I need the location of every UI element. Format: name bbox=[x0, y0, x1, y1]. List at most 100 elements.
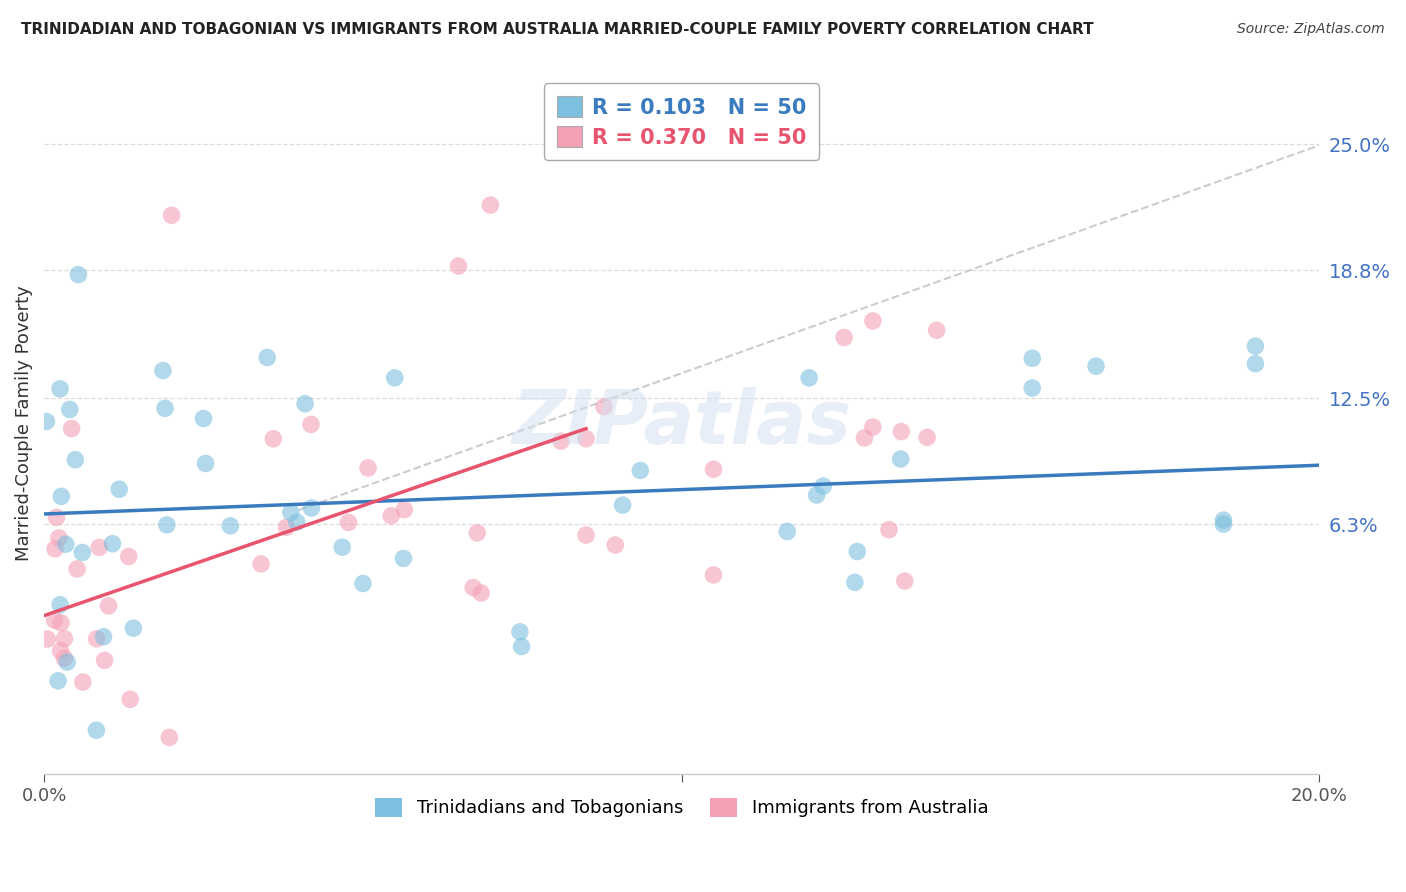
Point bbox=[93, 630, 115, 644]
Point bbox=[93, 653, 115, 667]
Point bbox=[844, 575, 866, 590]
Point bbox=[915, 430, 938, 444]
Point bbox=[702, 568, 724, 582]
Text: TRINIDADIAN AND TOBAGONIAN VS IMMIGRANTS FROM AUSTRALIA MARRIED-COUPLE FAMILY PO: TRINIDADIAN AND TOBAGONIAN VS IMMIGRANTS… bbox=[21, 22, 1094, 37]
Point bbox=[59, 786, 82, 800]
Point bbox=[56, 655, 79, 669]
Point bbox=[157, 731, 180, 745]
Point bbox=[219, 519, 242, 533]
Point bbox=[60, 421, 83, 435]
Point bbox=[1212, 513, 1234, 527]
Point bbox=[89, 541, 111, 555]
Point bbox=[65, 452, 87, 467]
Point bbox=[72, 545, 94, 559]
Point bbox=[250, 557, 273, 571]
Point bbox=[890, 452, 912, 467]
Point bbox=[593, 400, 616, 414]
Point bbox=[280, 505, 302, 519]
Point bbox=[1244, 357, 1267, 371]
Point bbox=[797, 371, 820, 385]
Point bbox=[262, 432, 284, 446]
Point bbox=[120, 692, 142, 706]
Point bbox=[352, 576, 374, 591]
Point bbox=[392, 551, 415, 566]
Point bbox=[447, 259, 470, 273]
Point bbox=[37, 632, 59, 646]
Point bbox=[44, 613, 66, 627]
Text: ZIPatlas: ZIPatlas bbox=[512, 387, 852, 460]
Point bbox=[380, 508, 402, 523]
Point bbox=[337, 516, 360, 530]
Point bbox=[925, 323, 948, 337]
Legend: Trinidadians and Tobagonians, Immigrants from Australia: Trinidadians and Tobagonians, Immigrants… bbox=[368, 791, 995, 825]
Point bbox=[470, 586, 492, 600]
Point bbox=[301, 500, 323, 515]
Point bbox=[550, 434, 572, 449]
Point bbox=[59, 402, 82, 417]
Point bbox=[628, 463, 651, 477]
Point bbox=[45, 510, 67, 524]
Point bbox=[862, 314, 884, 328]
Point bbox=[97, 599, 120, 613]
Point bbox=[877, 523, 900, 537]
Point bbox=[53, 632, 76, 646]
Point bbox=[193, 411, 215, 425]
Point bbox=[894, 574, 917, 588]
Point bbox=[153, 401, 176, 416]
Point bbox=[509, 624, 531, 639]
Point bbox=[1212, 517, 1234, 532]
Point bbox=[276, 520, 298, 534]
Point bbox=[465, 525, 488, 540]
Point bbox=[384, 371, 406, 385]
Point bbox=[702, 462, 724, 476]
Point bbox=[890, 425, 912, 439]
Point bbox=[394, 502, 416, 516]
Point bbox=[357, 461, 380, 475]
Point bbox=[846, 544, 869, 558]
Point bbox=[44, 541, 66, 556]
Point bbox=[510, 640, 533, 654]
Point bbox=[46, 673, 69, 688]
Point bbox=[49, 382, 72, 396]
Point bbox=[108, 482, 131, 496]
Point bbox=[1085, 359, 1108, 374]
Point bbox=[862, 420, 884, 434]
Text: Source: ZipAtlas.com: Source: ZipAtlas.com bbox=[1237, 22, 1385, 37]
Point bbox=[152, 363, 174, 377]
Point bbox=[101, 537, 124, 551]
Point bbox=[49, 615, 72, 630]
Point bbox=[1021, 351, 1043, 366]
Point bbox=[67, 268, 90, 282]
Point bbox=[72, 675, 94, 690]
Point bbox=[122, 621, 145, 635]
Point bbox=[479, 198, 502, 212]
Point bbox=[612, 498, 634, 512]
Point bbox=[1244, 339, 1267, 353]
Point bbox=[118, 549, 141, 564]
Point bbox=[49, 644, 72, 658]
Point bbox=[813, 479, 835, 493]
Point bbox=[66, 562, 89, 576]
Point bbox=[776, 524, 799, 539]
Point bbox=[35, 415, 58, 429]
Point bbox=[575, 432, 598, 446]
Point bbox=[463, 581, 485, 595]
Point bbox=[853, 431, 876, 445]
Point bbox=[51, 489, 73, 503]
Point bbox=[41, 825, 63, 839]
Point bbox=[330, 540, 353, 554]
Point bbox=[605, 538, 627, 552]
Point bbox=[575, 528, 598, 542]
Point bbox=[53, 651, 76, 665]
Point bbox=[48, 531, 70, 545]
Y-axis label: Married-Couple Family Poverty: Married-Couple Family Poverty bbox=[15, 285, 32, 561]
Point bbox=[194, 457, 217, 471]
Point bbox=[49, 598, 72, 612]
Point bbox=[55, 537, 77, 551]
Point bbox=[806, 488, 828, 502]
Point bbox=[86, 632, 108, 646]
Point bbox=[832, 330, 855, 344]
Point bbox=[1021, 381, 1043, 395]
Point bbox=[294, 397, 316, 411]
Point bbox=[160, 208, 183, 222]
